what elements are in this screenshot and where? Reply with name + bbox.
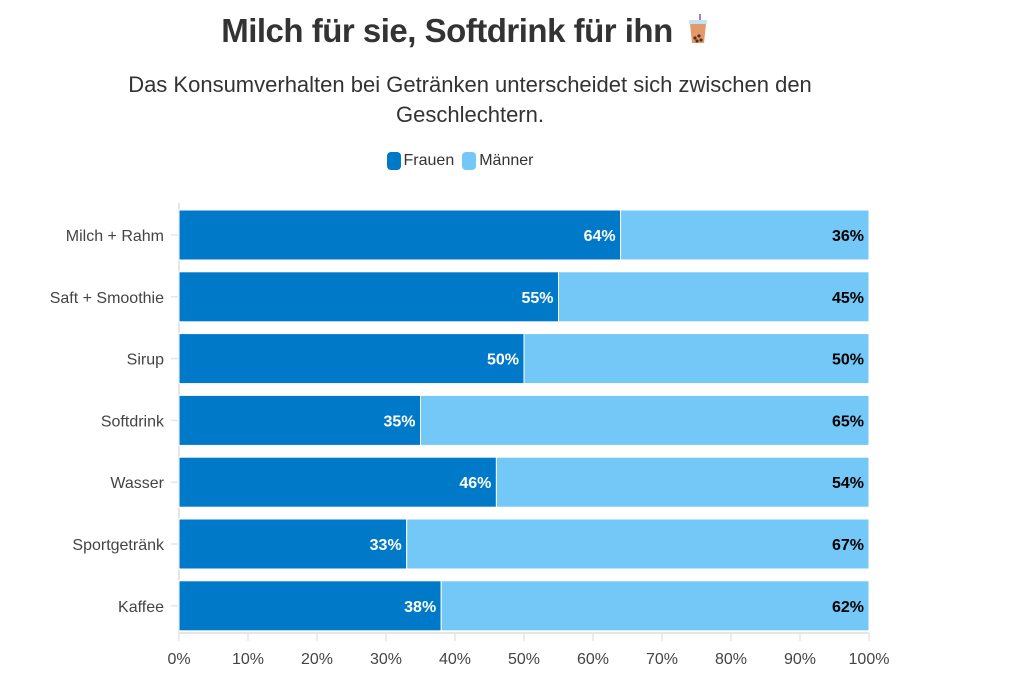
x-tick-label: 100%	[849, 651, 890, 668]
bar-männer	[440, 580, 870, 632]
x-tick-label: 70%	[646, 651, 678, 668]
x-tick-label: 30%	[370, 651, 402, 668]
data-label: 64%	[584, 228, 616, 245]
data-label: 45%	[832, 290, 864, 307]
bar-männer	[406, 518, 870, 570]
x-tick-label: 50%	[508, 651, 540, 668]
bar-männer	[558, 271, 870, 323]
bar-frauen	[178, 580, 442, 632]
bar-frauen	[178, 209, 622, 261]
bar-frauen	[178, 394, 421, 446]
data-label: 35%	[383, 413, 415, 430]
bar-frauen	[178, 456, 497, 508]
chart-subtitle: Das Konsumverhalten bei Getränken unters…	[128, 72, 812, 127]
data-label: 55%	[521, 290, 553, 307]
bar-frauen	[178, 333, 525, 385]
bubble-tea-icon	[688, 14, 707, 43]
x-tick-label: 80%	[715, 651, 747, 668]
x-tick-label: 0%	[167, 651, 190, 668]
bar-männer	[620, 209, 870, 261]
bar-frauen	[178, 271, 559, 323]
x-tick-label: 20%	[301, 651, 333, 668]
data-label: 67%	[832, 537, 864, 554]
legend-swatch	[386, 152, 401, 170]
x-tick-label: 10%	[232, 651, 264, 668]
data-label: 62%	[832, 599, 864, 616]
x-tick-label: 60%	[577, 651, 609, 668]
bar-männer	[523, 333, 870, 385]
bar-männer	[495, 456, 870, 508]
category-label: Saft + Smoothie	[50, 290, 164, 307]
legend-swatch	[462, 152, 477, 170]
category-label: Wasser	[110, 475, 164, 492]
data-label: 36%	[832, 228, 864, 245]
bar-frauen	[178, 518, 408, 570]
legend-item-frauen[interactable]: Frauen	[386, 152, 455, 170]
chart-title: Milch für sie, Softdrink für ihn	[0, 12, 930, 50]
data-label: 38%	[404, 599, 436, 616]
data-label: 65%	[832, 413, 864, 430]
category-label: Milch + Rahm	[66, 228, 164, 245]
legend-item-maenner[interactable]: Männer	[462, 152, 533, 170]
bar-männer	[420, 394, 870, 446]
legend-label: Männer	[479, 152, 534, 169]
legend: Frauen Männer	[0, 152, 920, 170]
data-label: 54%	[832, 475, 864, 492]
data-label: 46%	[459, 475, 491, 492]
category-label: Softdrink	[101, 413, 165, 430]
data-label: 50%	[487, 352, 519, 369]
legend-label: Frauen	[403, 152, 455, 169]
category-label: Sportgetränk	[72, 537, 165, 554]
category-label: Kaffee	[118, 599, 164, 616]
x-tick-label: 40%	[439, 651, 471, 668]
data-label: 50%	[832, 352, 864, 369]
chart-title-text: Milch für sie, Softdrink für ihn	[221, 12, 673, 49]
category-label: Sirup	[127, 352, 164, 369]
x-tick-label: 90%	[784, 651, 816, 668]
data-label: 33%	[370, 537, 402, 554]
